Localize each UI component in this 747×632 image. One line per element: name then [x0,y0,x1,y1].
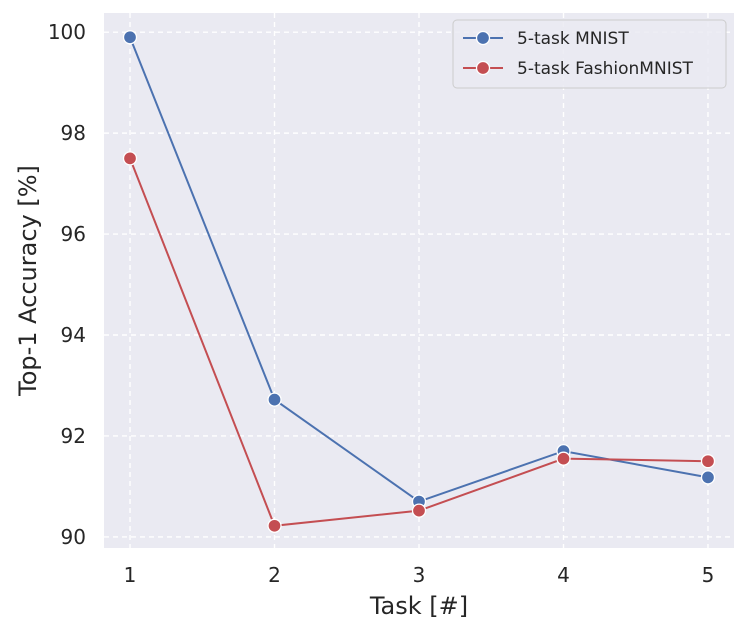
y-tick-label: 92 [61,424,86,448]
data-point [700,454,716,469]
legend-box [452,19,727,89]
x-tick-label: 5 [702,563,715,587]
data-point [122,151,138,166]
y-tick-labels: 90 92 94 96 98 100 [48,20,86,549]
y-tick-label: 100 [48,20,86,44]
data-point [122,30,138,45]
legend-label: 5-task MNIST [517,29,629,49]
legend-marker [475,30,491,46]
legend-label: 5-task FashionMNIST [517,59,693,79]
x-tick-label: 3 [413,563,426,587]
y-axis-label: Top-1 Accuracy [%] [14,165,42,397]
legend-marker [475,60,491,76]
data-point [267,392,282,407]
data-point [411,503,427,518]
legend: 5-task MNIST 5-task FashionMNIST [452,19,727,89]
x-axis-label: Task [#] [369,592,468,620]
data-point [267,518,282,533]
x-tick-label: 2 [268,563,281,587]
y-tick-label: 98 [61,121,86,145]
series-2 [122,151,716,533]
y-tick-label: 96 [61,222,86,246]
x-tick-labels: 1 2 3 4 5 [124,563,715,587]
y-tick-label: 94 [61,323,86,347]
x-tick-label: 4 [557,563,570,587]
y-tick-label: 90 [61,525,86,549]
legend-item: 5-task MNIST [463,29,629,49]
data-point [556,451,571,466]
series-layer [122,30,716,533]
data-point [700,470,716,485]
x-tick-label: 1 [124,563,137,587]
legend-item: 5-task FashionMNIST [463,59,693,79]
